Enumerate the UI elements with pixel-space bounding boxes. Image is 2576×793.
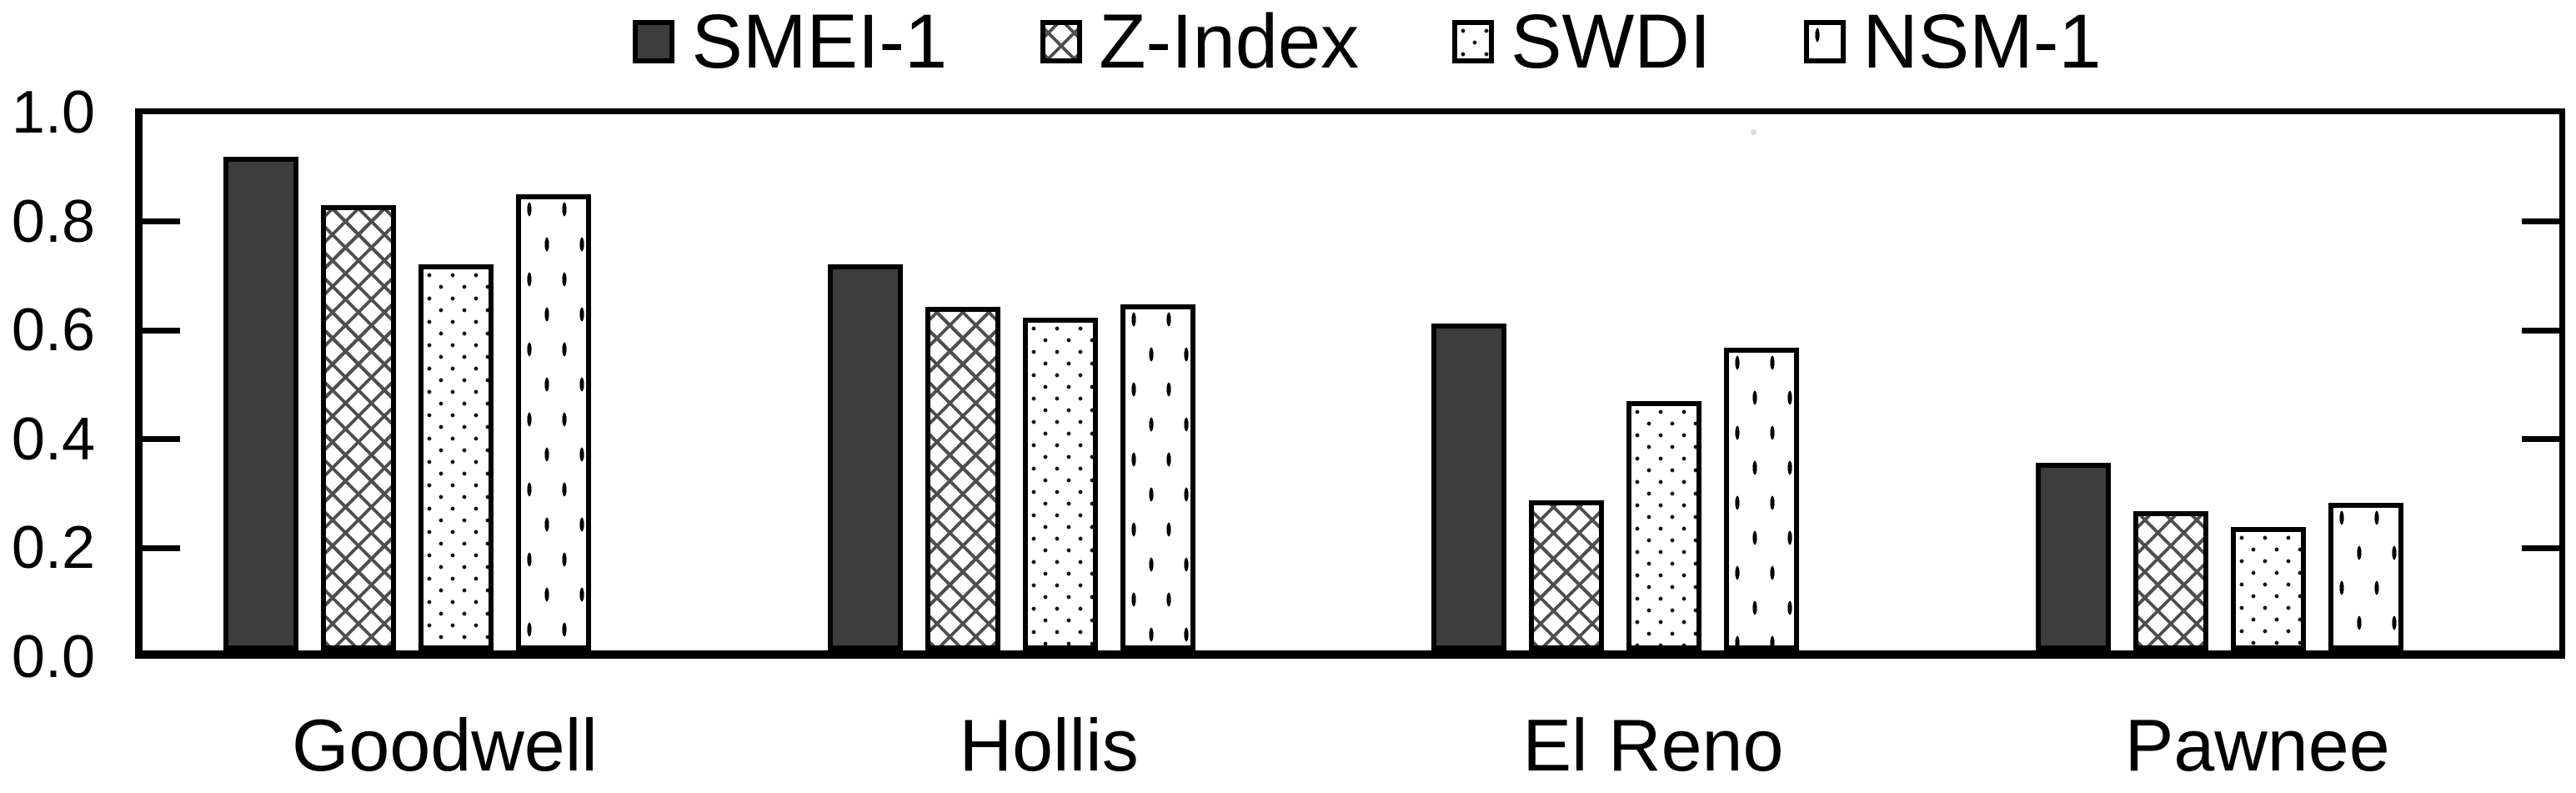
legend-swatch-solid-icon: [633, 20, 675, 63]
bar-z-index-goodwell: [320, 205, 396, 650]
legend-swatch-vertical-dashes-icon: [1804, 20, 1847, 63]
y-tick-label: 0.8: [11, 188, 95, 255]
bar-group-pawnee: [1917, 114, 2522, 650]
x-category-label: Goodwell: [291, 704, 598, 786]
y-tick-left-0.8: [143, 218, 180, 224]
bar-nsm-1-goodwell: [515, 194, 591, 650]
legend-swatch-dots-icon: [1452, 20, 1495, 63]
bar-group-goodwell: [105, 114, 709, 650]
y-tick-right-0.2: [2522, 545, 2559, 551]
bar-smei-1-hollis: [827, 264, 903, 650]
y-tick-label: 0.6: [11, 297, 95, 364]
legend-label: Z-Index: [1099, 0, 1360, 84]
bar-smei-1-goodwell: [223, 157, 298, 650]
legend-item-z-index: Z-Index: [1040, 2, 1359, 82]
x-category-label: Hollis: [959, 704, 1139, 786]
legend-item-nsm-1: NSM-1: [1804, 0, 2102, 84]
bar-z-index-pawnee: [2133, 511, 2209, 650]
x-category-label: Pawnee: [2124, 704, 2390, 786]
bar-nsm-1-hollis: [1120, 304, 1195, 650]
y-tick-left-0.6: [143, 328, 180, 334]
legend-item-swdi: SWDI: [1452, 2, 1711, 82]
bar-group-el-reno: [1314, 114, 1918, 650]
bar-z-index-hollis: [925, 307, 1000, 650]
y-tick-right-0.4: [2522, 436, 2559, 442]
bar-swdi-hollis: [1022, 318, 1098, 650]
bar-group-hollis: [709, 114, 1314, 650]
y-tick-label: 0.2: [11, 514, 95, 581]
bar-nsm-1-pawnee: [2328, 503, 2404, 650]
bar-swdi-goodwell: [418, 264, 494, 650]
legend-label: SWDI: [1511, 0, 1711, 84]
y-tick-label: 1.0: [11, 79, 95, 146]
legend-item-smei-1: SMEI-1: [633, 2, 947, 82]
y-axis-tick-labels: 0.0 0.2 0.4 0.6 0.8 1.0: [0, 83, 117, 687]
y-tick-left-0.2: [143, 545, 180, 551]
y-tick-right-0.6: [2522, 328, 2559, 334]
scan-artifact-dot: [1751, 129, 1757, 135]
bar-smei-1-el-reno: [1431, 324, 1507, 650]
y-tick-label: 0.0: [11, 624, 95, 690]
bar-smei-1-pawnee: [2036, 463, 2112, 650]
x-axis-category-labels: Goodwell Hollis El Reno Pawnee: [143, 705, 2559, 789]
y-tick-label: 0.4: [11, 406, 95, 473]
y-tick-left-0.4: [143, 436, 180, 442]
legend-swatch-crosshatch-icon: [1040, 20, 1083, 63]
y-tick-right-0.8: [2522, 218, 2559, 224]
legend: SMEI-1 Z-Index SWDI NSM-1: [0, 2, 2576, 82]
bar-nsm-1-el-reno: [1724, 348, 1800, 650]
bar-z-index-el-reno: [1529, 500, 1605, 650]
x-category-label: El Reno: [1522, 704, 1784, 786]
plot-area: [135, 108, 2565, 659]
bar-groups: [143, 114, 2559, 650]
bar-swdi-el-reno: [1626, 401, 1702, 650]
legend-label: NSM-1: [1862, 0, 2102, 84]
legend-label: SMEI-1: [691, 0, 948, 84]
bar-swdi-pawnee: [2231, 527, 2307, 650]
